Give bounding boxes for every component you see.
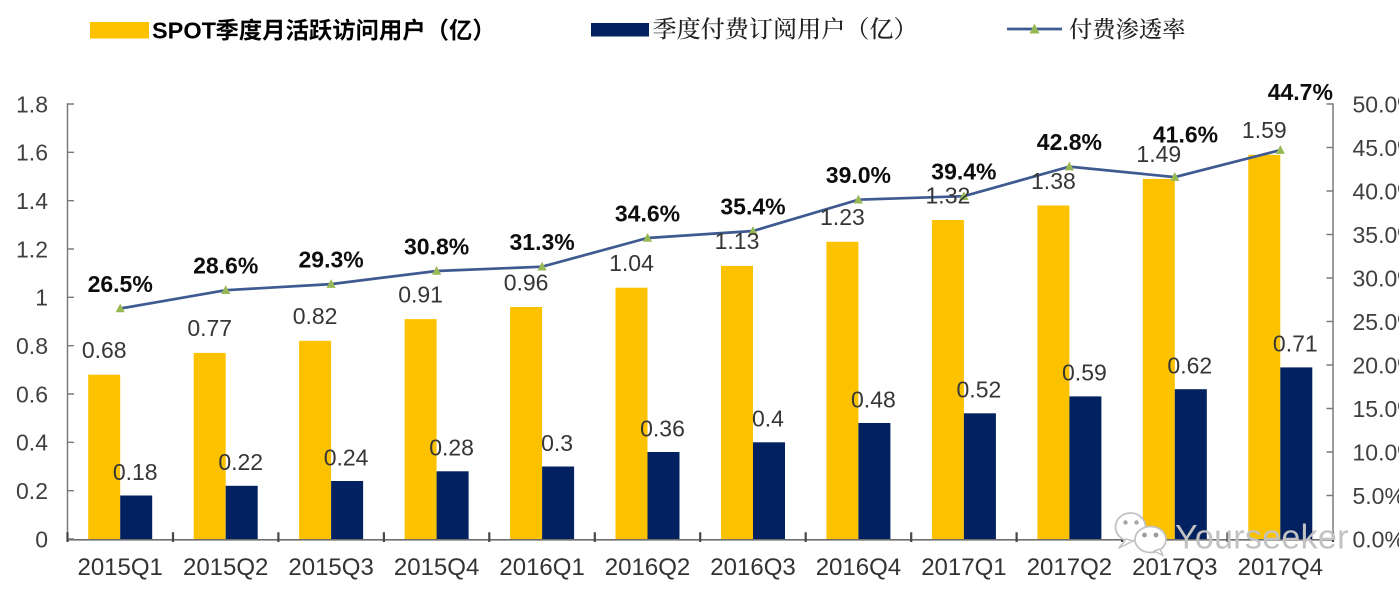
svg-text:39.0%: 39.0% xyxy=(826,162,891,188)
svg-text:0.59: 0.59 xyxy=(1062,360,1107,386)
svg-text:2015Q4: 2015Q4 xyxy=(394,554,479,581)
svg-text:0.8: 0.8 xyxy=(16,333,48,359)
svg-text:2016Q3: 2016Q3 xyxy=(710,554,795,581)
svg-text:2017Q2: 2017Q2 xyxy=(1027,554,1112,581)
svg-text:0.62: 0.62 xyxy=(1167,353,1212,379)
svg-text:35.4%: 35.4% xyxy=(720,193,785,219)
svg-text:1.04: 1.04 xyxy=(609,250,654,276)
svg-text:1.49: 1.49 xyxy=(1136,141,1181,167)
svg-text:2015Q3: 2015Q3 xyxy=(288,554,373,581)
svg-text:50.0%: 50.0% xyxy=(1353,91,1399,117)
svg-text:1.23: 1.23 xyxy=(820,204,865,230)
svg-text:0.36: 0.36 xyxy=(640,415,685,441)
svg-text:2016Q2: 2016Q2 xyxy=(605,554,690,581)
svg-text:5.0%: 5.0% xyxy=(1353,483,1399,509)
svg-text:1.13: 1.13 xyxy=(715,228,760,254)
svg-text:1.8: 1.8 xyxy=(16,91,48,117)
svg-text:0.4: 0.4 xyxy=(752,406,784,432)
svg-text:0.6: 0.6 xyxy=(16,381,48,407)
svg-text:1.6: 1.6 xyxy=(16,140,48,166)
svg-text:0.71: 0.71 xyxy=(1273,331,1318,357)
svg-text:2016Q4: 2016Q4 xyxy=(816,554,901,581)
svg-text:42.8%: 42.8% xyxy=(1037,129,1102,155)
svg-text:0.48: 0.48 xyxy=(851,386,896,412)
svg-text:15.0%: 15.0% xyxy=(1353,396,1399,422)
svg-text:0.96: 0.96 xyxy=(504,269,549,295)
svg-text:34.6%: 34.6% xyxy=(615,200,680,226)
svg-text:0.91: 0.91 xyxy=(398,281,443,307)
svg-text:2015Q1: 2015Q1 xyxy=(77,554,162,581)
svg-text:2017Q1: 2017Q1 xyxy=(921,554,1006,581)
svg-text:41.6%: 41.6% xyxy=(1153,121,1218,147)
svg-text:Yourseeker: Yourseeker xyxy=(1175,519,1349,557)
svg-text:0.52: 0.52 xyxy=(957,377,1002,403)
svg-text:0.28: 0.28 xyxy=(429,435,474,461)
svg-text:20.0%: 20.0% xyxy=(1353,352,1399,378)
svg-text:1: 1 xyxy=(35,285,48,311)
svg-text:28.6%: 28.6% xyxy=(193,253,258,279)
svg-text:1.32: 1.32 xyxy=(926,182,971,208)
svg-text:2016Q1: 2016Q1 xyxy=(499,554,584,581)
svg-text:0.68: 0.68 xyxy=(82,337,127,363)
svg-text:45.0%: 45.0% xyxy=(1353,135,1399,161)
svg-text:0.4: 0.4 xyxy=(16,430,48,456)
svg-text:25.0%: 25.0% xyxy=(1353,309,1399,335)
svg-text:35.0%: 35.0% xyxy=(1353,222,1399,248)
svg-text:1.38: 1.38 xyxy=(1031,168,1076,194)
svg-text:30.8%: 30.8% xyxy=(404,233,469,259)
svg-text:0.22: 0.22 xyxy=(218,449,263,475)
svg-text:31.3%: 31.3% xyxy=(509,229,574,255)
svg-text:26.5%: 26.5% xyxy=(88,271,153,297)
svg-text:1.2: 1.2 xyxy=(16,236,48,262)
svg-text:10.0%: 10.0% xyxy=(1353,439,1399,465)
svg-text:0.2: 0.2 xyxy=(16,478,48,504)
svg-text:0.0%: 0.0% xyxy=(1353,526,1399,552)
svg-text:1.59: 1.59 xyxy=(1242,117,1287,143)
svg-text:2015Q2: 2015Q2 xyxy=(183,554,268,581)
svg-text:SPOT: SPOT xyxy=(152,18,217,44)
svg-text:2017Q4: 2017Q4 xyxy=(1238,554,1323,581)
svg-text:40.0%: 40.0% xyxy=(1353,178,1399,204)
svg-text:2017Q3: 2017Q3 xyxy=(1132,554,1217,581)
svg-text:0: 0 xyxy=(35,526,48,552)
svg-text:0.3: 0.3 xyxy=(541,430,573,456)
svg-text:29.3%: 29.3% xyxy=(298,247,363,273)
svg-text:39.4%: 39.4% xyxy=(931,159,996,185)
svg-text:44.7%: 44.7% xyxy=(1268,79,1333,105)
svg-text:0.77: 0.77 xyxy=(187,315,232,341)
svg-text:0.82: 0.82 xyxy=(293,303,338,329)
svg-text:1.4: 1.4 xyxy=(16,188,48,214)
svg-text:0.24: 0.24 xyxy=(324,444,369,470)
svg-text:30.0%: 30.0% xyxy=(1353,265,1399,291)
svg-text:0.18: 0.18 xyxy=(113,459,158,485)
